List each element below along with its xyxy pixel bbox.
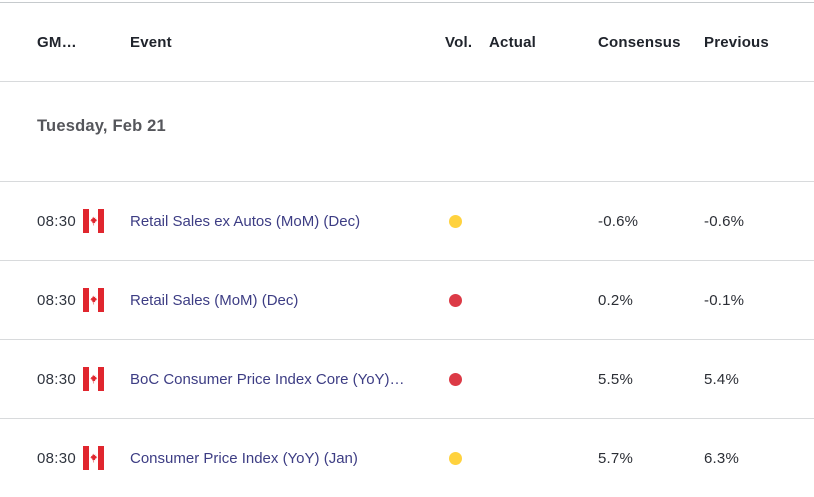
canada-flag-icon — [83, 209, 104, 233]
column-header-consensus: Consensus — [598, 33, 681, 51]
column-header-actual: Actual — [489, 33, 537, 51]
event-name-link[interactable]: Retail Sales (MoM) (Dec) — [130, 291, 299, 309]
volatility-dot — [449, 372, 462, 386]
event-time: 08:30 — [37, 291, 77, 309]
column-header-previous: Previous — [704, 33, 769, 51]
consensus-value: 5.5% — [598, 370, 633, 388]
previous-value: -0.1% — [704, 291, 745, 309]
event-rows: 08:30 Retail Sales ex Autos (MoM) (Dec) … — [0, 182, 814, 497]
canada-flag-icon — [83, 288, 104, 312]
event-row[interactable]: 08:30 Retail Sales ex Autos (MoM) (Dec) … — [0, 182, 814, 261]
table-header-row: GM… Event Vol. Actual Consensus Previous — [0, 3, 814, 82]
event-name-link[interactable]: BoC Consumer Price Index Core (YoY)… — [130, 370, 405, 388]
event-time: 08:30 — [37, 370, 77, 388]
column-header-vol: Vol. — [445, 33, 473, 51]
event-row[interactable]: 08:30 Consumer Price Index (YoY) (Jan) 5… — [0, 419, 814, 497]
column-header-gmt: GM… — [37, 33, 77, 51]
previous-value: 6.3% — [704, 449, 739, 467]
event-time: 08:30 — [37, 449, 77, 467]
event-name-link[interactable]: Consumer Price Index (YoY) (Jan) — [130, 449, 358, 467]
column-header-event: Event — [130, 33, 172, 51]
event-time: 08:30 — [37, 212, 77, 230]
consensus-value: 0.2% — [598, 291, 633, 309]
canada-flag-icon — [83, 367, 104, 391]
volatility-dot — [449, 293, 462, 307]
date-label: Tuesday, Feb 21 — [37, 117, 166, 135]
canada-flag-icon — [83, 446, 104, 470]
date-section-header: Tuesday, Feb 21 — [0, 82, 814, 182]
volatility-dot — [449, 451, 462, 465]
event-row[interactable]: 08:30 BoC Consumer Price Index Core (YoY… — [0, 340, 814, 419]
event-name-link[interactable]: Retail Sales ex Autos (MoM) (Dec) — [130, 212, 361, 230]
previous-value: 5.4% — [704, 370, 739, 388]
previous-value: -0.6% — [704, 212, 745, 230]
consensus-value: -0.6% — [598, 212, 639, 230]
consensus-value: 5.7% — [598, 449, 633, 467]
volatility-dot — [449, 214, 462, 228]
event-row[interactable]: 08:30 Retail Sales (MoM) (Dec) 0.2% -0.1… — [0, 261, 814, 340]
